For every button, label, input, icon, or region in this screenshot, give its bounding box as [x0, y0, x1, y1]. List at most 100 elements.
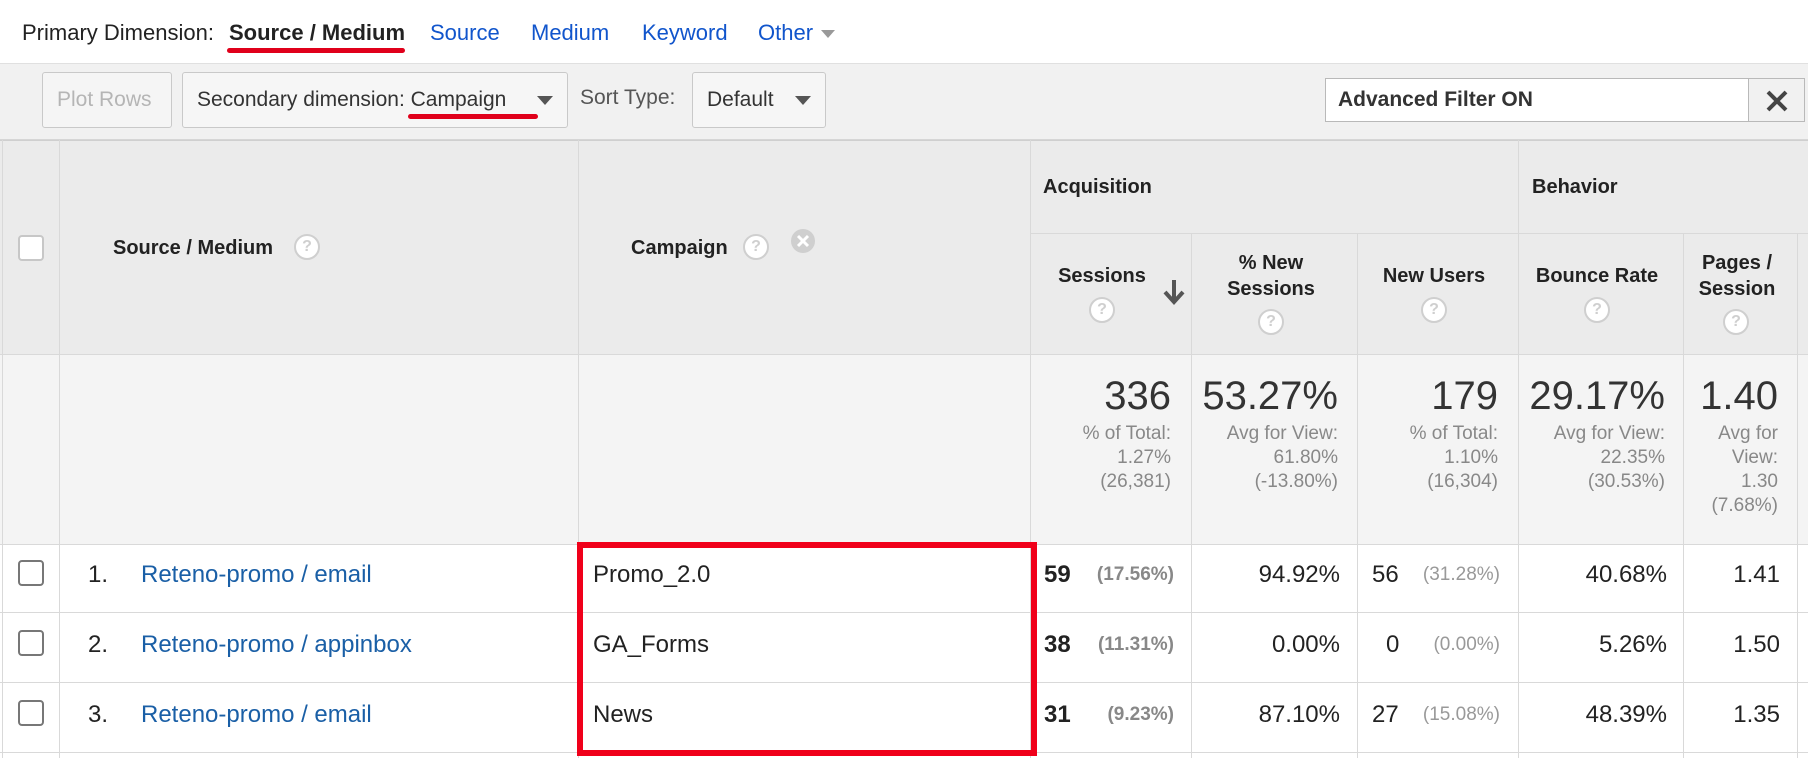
divider — [0, 140, 1808, 141]
row-index: 1. — [88, 561, 109, 588]
dimension-other-link[interactable]: Other — [758, 20, 814, 45]
row-campaign[interactable]: GA_Forms — [593, 631, 710, 658]
total-bounce-rate: 29.17% — [1529, 374, 1665, 418]
table-toolbar: Plot Rows Secondary dimension: Campaign … — [0, 64, 1808, 140]
dimension-source-link[interactable]: Source — [430, 20, 500, 45]
total-new-sessions-subtext: Avg for View: 61.80% (-13.80%) — [1226, 423, 1338, 492]
row-checkbox[interactable] — [18, 700, 44, 726]
column-header-bounce-rate[interactable]: Bounce Rate — [1519, 263, 1675, 289]
total-new-users-subtext: % of Total: 1.10% (16,304) — [1409, 423, 1498, 492]
data-rows — [0, 544, 1808, 758]
divider — [1518, 140, 1519, 758]
sessions-label: Sessions — [1058, 265, 1146, 287]
dimension-source-medium[interactable]: Source / Medium — [229, 20, 406, 45]
chevron-down-icon — [537, 96, 553, 105]
divider — [59, 140, 60, 758]
column-header-sessions[interactable]: Sessions — [1031, 263, 1173, 289]
row-sessions: 31 (9.23%) — [1044, 701, 1174, 728]
row-sessions: 59 (17.56%) — [1044, 561, 1174, 588]
divider — [0, 612, 1808, 613]
group-header-behavior: Behavior — [1532, 176, 1618, 198]
dimension-medium-link[interactable]: Medium — [531, 20, 610, 45]
total-bounce-rate-subtext: Avg for View: 22.35% (30.53%) — [1553, 423, 1665, 492]
help-icon[interactable]: ? — [1421, 297, 1447, 323]
help-icon[interactable]: ? — [1258, 309, 1284, 335]
chevron-down-icon — [795, 96, 811, 105]
divider — [1357, 233, 1358, 758]
column-header-new-users[interactable]: New Users — [1358, 263, 1510, 289]
divider — [1797, 233, 1798, 758]
row-campaign[interactable]: News — [593, 701, 654, 728]
row-sessions: 38 (11.31%) — [1044, 631, 1174, 658]
column-header-campaign[interactable]: Campaign — [631, 237, 728, 259]
total-sessions: 336 — [1104, 374, 1171, 418]
divider — [1030, 140, 1031, 758]
divider — [0, 682, 1808, 683]
sort-type-select[interactable]: Default — [692, 72, 826, 128]
total-pages-session-subtext: Avg for View: 1.30 (7.68%) — [1711, 423, 1778, 516]
row-source-link[interactable]: Reteno-promo / appinbox — [141, 631, 412, 658]
help-icon[interactable]: ? — [743, 234, 769, 260]
row-bounce-rate: 5.26% — [1598, 631, 1667, 658]
group-header-acquisition: Acquisition — [1043, 176, 1152, 198]
total-new-users: 179 — [1431, 374, 1498, 418]
remove-secondary-dimension-icon[interactable] — [790, 228, 816, 254]
secondary-dimension-select[interactable]: Secondary dimension: Campaign — [182, 72, 568, 128]
data-table: Source / Medium ? Campaign ? Acquisition… — [0, 140, 1808, 758]
column-header-source-medium[interactable]: Source / Medium — [113, 237, 274, 259]
row-bounce-rate: 40.68% — [1585, 561, 1667, 588]
total-pages-session: 1.40 — [1700, 374, 1778, 418]
row-index: 2. — [88, 631, 109, 658]
help-icon[interactable]: ? — [294, 234, 320, 260]
new-users-label: New Users — [1382, 265, 1486, 287]
row-campaign[interactable]: Promo_2.0 — [593, 561, 711, 588]
sort-type-label: Sort Type: — [580, 86, 676, 109]
row-new-users: 27 (15.08%) — [1372, 701, 1500, 728]
row-pages-session: 1.35 — [1733, 701, 1780, 728]
dimension-keyword-link[interactable]: Keyword — [642, 20, 728, 45]
row-source-link[interactable]: Reteno-promo / email — [141, 701, 372, 728]
primary-dimension-label: Primary Dimension: — [22, 20, 214, 45]
row-checkbox[interactable] — [18, 630, 44, 656]
divider — [578, 140, 579, 758]
help-icon[interactable]: ? — [1089, 297, 1115, 323]
row-new-users: 0 (0.00%) — [1386, 631, 1500, 658]
help-icon[interactable]: ? — [1584, 297, 1610, 323]
select-all-checkbox[interactable] — [18, 235, 44, 261]
row-source-link[interactable]: Reteno-promo / email — [141, 561, 372, 588]
divider — [1683, 233, 1684, 758]
chevron-down-icon[interactable] — [821, 30, 835, 38]
total-sessions-subtext: % of Total: 1.27% (26,381) — [1082, 423, 1171, 492]
row-bounce-rate: 48.39% — [1585, 701, 1667, 728]
primary-dimension-bar: Primary Dimension: Source / Medium Sourc… — [0, 0, 1808, 64]
close-icon — [1766, 90, 1787, 112]
row-new-sessions: 0.00% — [1271, 631, 1340, 658]
row-pages-session: 1.50 — [1733, 631, 1780, 658]
campaign-highlight-box — [577, 542, 1037, 756]
help-icon[interactable]: ? — [1723, 309, 1749, 335]
row-new-sessions: 87.10% — [1258, 701, 1340, 728]
sort-descending-arrow-icon[interactable] — [1162, 278, 1186, 306]
secondary-dimension-prefix: Secondary dimension: — [197, 88, 411, 111]
advanced-filter-status[interactable]: Advanced Filter ON — [1325, 78, 1749, 122]
highlight-underline-secondary — [408, 114, 538, 119]
pages-session-label: Pages / Session — [1698, 252, 1776, 300]
clear-filter-button[interactable] — [1748, 78, 1805, 122]
column-header-new-sessions[interactable]: % New Sessions — [1192, 250, 1350, 302]
divider — [2, 140, 3, 758]
divider — [1191, 233, 1192, 758]
plot-rows-button[interactable]: Plot Rows — [42, 72, 172, 128]
row-checkbox[interactable] — [18, 560, 44, 586]
column-header-pages-session[interactable]: Pages / Session — [1684, 250, 1790, 302]
sort-type-value: Default — [707, 88, 774, 111]
row-new-users: 56 (31.28%) — [1372, 561, 1500, 588]
row-index: 3. — [88, 701, 109, 728]
secondary-dimension-value: Campaign — [410, 88, 507, 111]
row-new-sessions: 94.92% — [1258, 561, 1340, 588]
divider — [1031, 233, 1808, 234]
new-sessions-label: % New Sessions — [1227, 252, 1315, 300]
divider — [0, 354, 1808, 355]
total-new-sessions: 53.27% — [1202, 374, 1338, 418]
highlight-underline-primary — [227, 48, 405, 53]
bounce-rate-label: Bounce Rate — [1535, 265, 1659, 287]
